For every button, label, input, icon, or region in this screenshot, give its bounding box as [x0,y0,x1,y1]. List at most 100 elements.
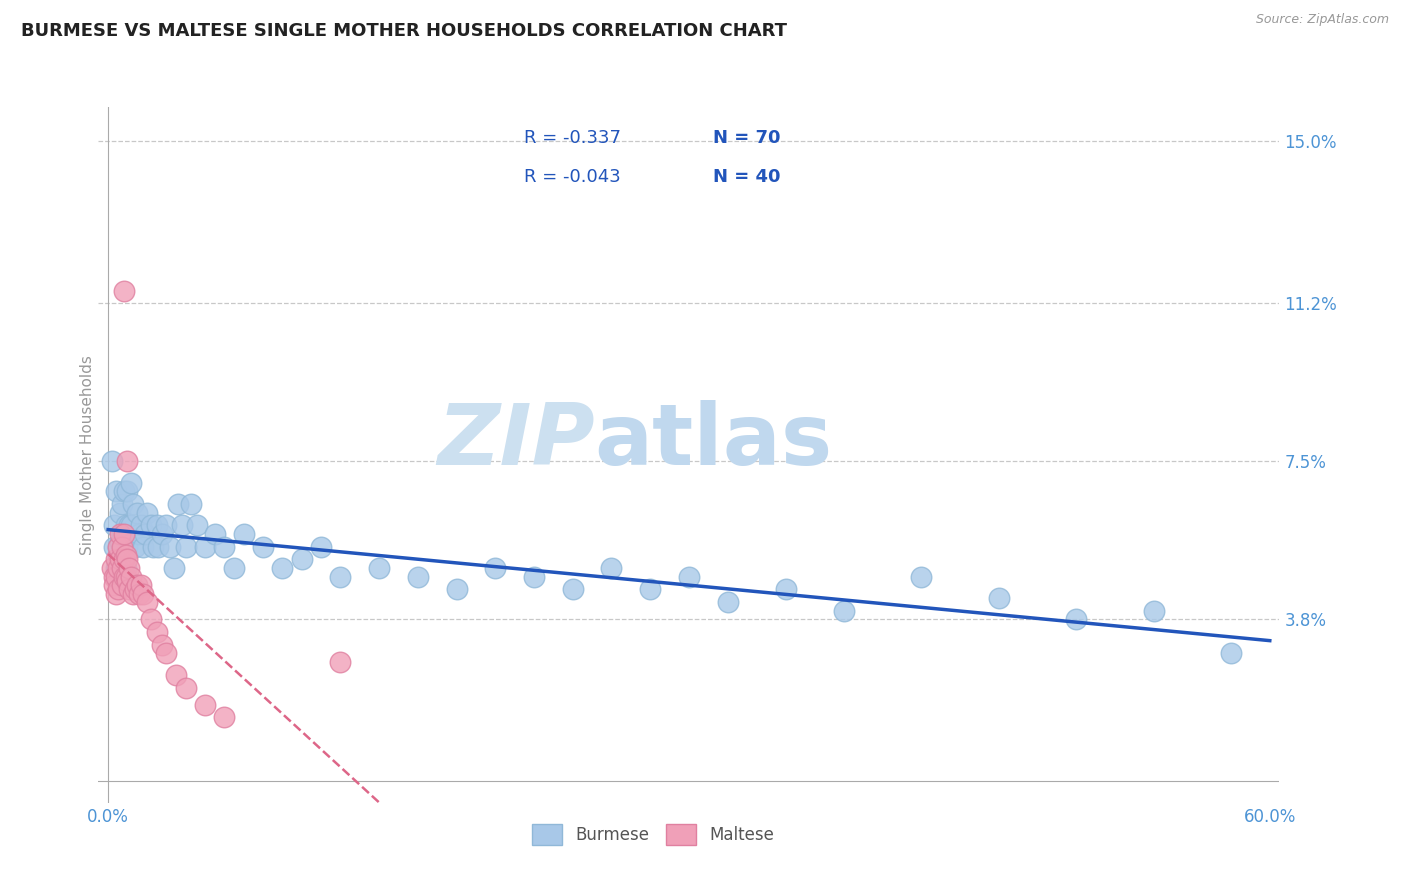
Point [987,591,1010,605]
Point [446,582,468,597]
Point [252,540,274,554]
Point [118,518,141,533]
Point [145,518,167,533]
Point [134,527,156,541]
Point [117,574,139,588]
Point [104,552,127,566]
Point [271,561,294,575]
Point [107,582,129,597]
Point [1142,604,1164,618]
Point [112,284,135,298]
Point [118,582,141,597]
Point [107,569,129,583]
Point [107,552,129,566]
Point [222,561,245,575]
Point [150,638,173,652]
Point [114,561,136,575]
Point [232,527,254,541]
Point [114,518,136,533]
Point [129,518,152,533]
Point [166,497,188,511]
Point [112,540,135,554]
Point [111,497,134,511]
Point [112,569,135,583]
Y-axis label: Single Mother Households: Single Mother Households [80,355,94,555]
Point [108,527,131,541]
Point [174,681,197,695]
Point [108,569,131,583]
Point [139,518,162,533]
Point [194,698,217,712]
Point [155,518,177,533]
Point [145,625,167,640]
Legend: Burmese, Maltese: Burmese, Maltese [524,815,783,854]
Point [135,506,157,520]
Point [103,578,125,592]
Point [155,647,177,661]
Point [368,561,391,575]
Point [103,518,125,533]
Point [103,569,125,583]
Point [120,569,142,583]
Point [111,527,134,541]
Point [910,569,932,583]
Point [112,552,135,566]
Point [128,587,150,601]
Point [108,535,131,549]
Point [165,667,187,681]
Point [186,518,208,533]
Point [174,540,197,554]
Text: N = 70: N = 70 [713,129,780,147]
Text: atlas: atlas [595,400,832,483]
Point [112,527,135,541]
Point [120,518,142,533]
Point [107,540,129,554]
Point [101,561,124,575]
Text: ZIP: ZIP [437,400,595,483]
Text: R = -0.043: R = -0.043 [523,168,620,186]
Point [170,518,193,533]
Point [561,582,583,597]
Point [117,552,139,566]
Point [291,552,314,566]
Point [104,561,127,575]
Point [159,540,181,554]
Point [194,540,217,554]
Text: BURMESE VS MALTESE SINGLE MOTHER HOUSEHOLDS CORRELATION CHART: BURMESE VS MALTESE SINGLE MOTHER HOUSEHO… [21,22,787,40]
Text: N = 40: N = 40 [713,168,780,186]
Point [775,582,797,597]
Point [117,454,139,468]
Point [678,569,700,583]
Point [107,540,129,554]
Point [329,655,352,669]
Point [117,484,139,499]
Point [122,497,145,511]
Point [163,561,186,575]
Point [124,540,146,554]
Point [104,484,127,499]
Point [129,578,152,592]
Point [309,540,332,554]
Point [111,578,134,592]
Point [638,582,661,597]
Point [118,561,141,575]
Point [108,506,131,520]
Point [103,540,125,554]
Point [214,710,236,724]
Point [832,604,855,618]
Point [127,578,149,592]
Point [117,540,139,554]
Point [135,595,157,609]
Point [523,569,546,583]
Point [127,506,149,520]
Point [132,587,155,601]
Point [128,527,150,541]
Point [111,561,134,575]
Point [406,569,429,583]
Point [1064,612,1087,626]
Point [104,587,127,601]
Point [108,552,131,566]
Point [148,540,170,554]
Text: Source: ZipAtlas.com: Source: ZipAtlas.com [1256,13,1389,27]
Point [107,561,129,575]
